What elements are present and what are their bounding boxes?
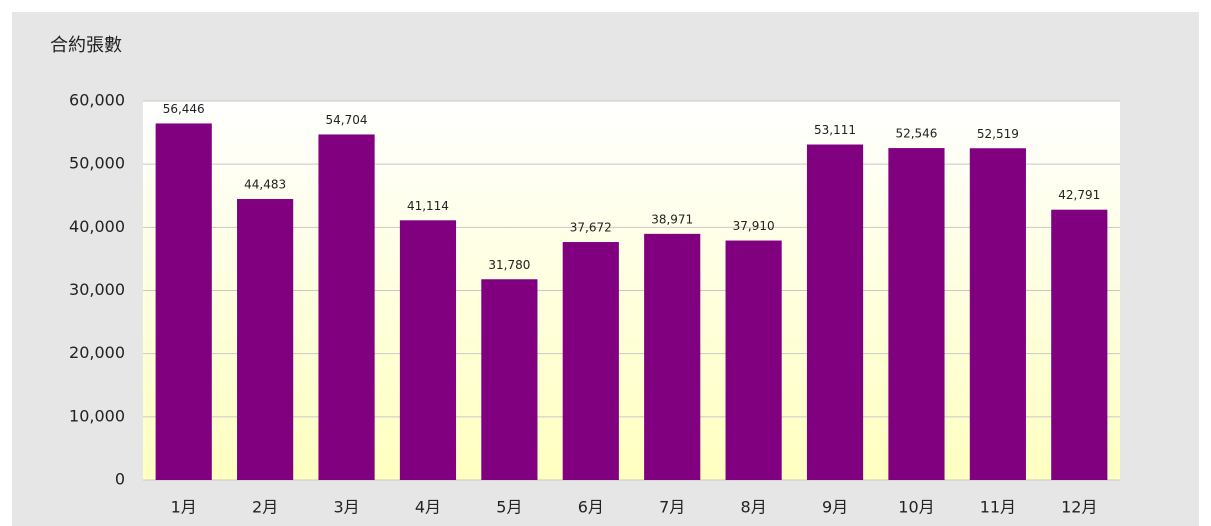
chart-title: 合約張數 (50, 35, 122, 56)
data-label: 41,114 (407, 199, 449, 213)
x-tick-label: 5月 (496, 498, 522, 517)
bar (1051, 209, 1108, 480)
x-tick-label: 11月 (980, 498, 1016, 517)
y-tick-label: 60,000 (69, 91, 125, 110)
y-tick-label: 40,000 (69, 217, 125, 236)
data-label: 37,910 (733, 219, 775, 233)
x-tick-label: 8月 (741, 498, 767, 517)
bar (318, 134, 375, 480)
x-tick-label: 9月 (822, 498, 848, 517)
data-label: 56,446 (163, 102, 205, 116)
bar (969, 148, 1026, 480)
data-label: 53,111 (814, 123, 856, 137)
x-tick-label: 3月 (333, 498, 359, 517)
bar (155, 123, 212, 480)
bar (644, 233, 701, 480)
data-label: 31,780 (488, 258, 530, 272)
bar (888, 148, 945, 481)
x-tick-label: 10月 (898, 498, 934, 517)
x-tick-label: 12月 (1061, 498, 1097, 517)
bar (481, 279, 538, 480)
bar (806, 144, 864, 481)
x-tick-label: 1月 (171, 498, 197, 517)
data-label: 52,519 (977, 127, 1019, 141)
data-label: 52,546 (895, 127, 937, 141)
bar (562, 242, 619, 480)
x-tick-label: 7月 (659, 498, 685, 517)
y-tick-label: 10,000 (69, 406, 125, 425)
y-tick-label: 20,000 (69, 343, 125, 362)
data-label: 42,791 (1058, 188, 1100, 202)
x-tick-label: 6月 (578, 498, 604, 517)
x-tick-label: 4月 (415, 498, 441, 517)
data-label: 37,672 (570, 221, 612, 235)
bar (237, 199, 294, 480)
x-tick-label: 2月 (252, 498, 278, 517)
y-tick-label: 30,000 (69, 280, 125, 299)
data-label: 44,483 (244, 178, 286, 192)
data-label: 54,704 (326, 113, 368, 127)
bar (725, 240, 782, 480)
bar (399, 220, 457, 480)
y-tick-label: 0 (115, 470, 125, 489)
data-label: 38,971 (651, 212, 693, 226)
y-tick-label: 50,000 (69, 154, 125, 173)
